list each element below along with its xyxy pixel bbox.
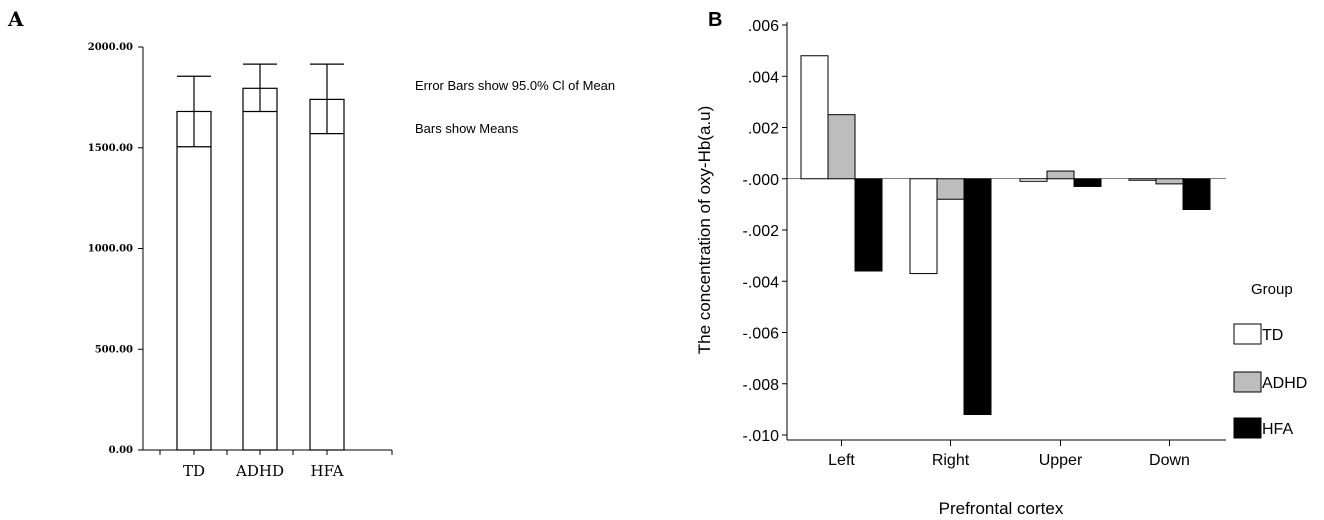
panel-b-bars [787,55,1226,415]
legend-label-hfa: HFA [1262,421,1293,438]
panel-b-y-axis-ticks: .006 .004 .002 -.000 -.002 -.004 -.006 -.008 -.0… [743,18,787,445]
panel-a-letter: A [7,7,24,31]
panel-a-error-bar [243,63,277,113]
panel-b-bar-hfa [854,178,883,272]
panel-b-chart: .006 .004 .002 -.000 -.002 -.004 -.006 -.008 -.0… [695,18,1307,518]
panel-b-bar-td [800,55,829,180]
panel-a-bar [309,98,345,451]
panel-b-y-tick-label: -.004 [743,274,780,291]
panel-b-x-tick-label: Upper [1039,452,1083,469]
legend-swatch-hfa [1233,417,1262,439]
panel-a-bar [176,110,212,451]
panel-a-annotation-bars: Bars show Means [415,121,519,136]
panel-b-x-tick-label: Right [932,452,970,469]
legend-title: Group [1251,281,1293,298]
panel-b-bar-adhd [1155,178,1184,185]
panel-a-chart: 0.00 500.00 1000.00 1500.00 2000.00 TD ADHD HF… [88,42,615,480]
panel-b-x-tick-label: Left [828,452,855,469]
panel-b-bar-td [909,178,938,275]
panel-b-x-axis-ticks: Left Right Upper Down [828,440,1190,469]
panel-a-x-axis-ticks: TD ADHD HFA [159,450,393,480]
panel-b-y-tick-label: .002 [748,121,779,138]
panel-a-x-tick-label: ADHD [235,462,284,480]
legend-swatch-adhd [1233,371,1262,393]
panel-a-y-tick-label: 500.00 [95,344,133,355]
panel-a-y-tick-label: 0.00 [109,445,133,456]
panel-b-x-axis-label: Prefrontal cortex [939,499,1064,518]
panel-b-letter: B [708,9,722,31]
panel-a-bar [242,87,278,451]
panel-b-y-tick-label: .004 [748,69,779,86]
panel-b-bar-hfa [1182,178,1211,210]
panel-a-error-bar [310,63,344,135]
legend-label-adhd: ADHD [1262,375,1307,392]
panel-a-x-tick-label: TD [183,462,205,480]
panel-b-y-tick-label: -.010 [743,428,780,445]
panel-b-bar-adhd [936,178,965,200]
panel-b-y-tick-label: -.006 [743,326,780,343]
panel-b-bar-adhd [827,114,856,180]
panel-a-annotation-error-bars: Error Bars show 95.0% Cl of Mean [415,78,615,93]
panel-b-bar-td [1019,178,1048,182]
panel-b-bar-hfa [963,178,992,415]
panel-a-y-axis-ticks: 0.00 500.00 1000.00 1500.00 2000.00 [88,42,143,456]
panel-a-error-bar [177,75,211,148]
legend-label-td: TD [1262,327,1283,344]
panel-a-x-tick-label: HFA [310,462,343,480]
panel-b-y-tick-label: -.000 [743,172,780,189]
panel-b-x-tick-label: Down [1149,452,1190,469]
panel-b-y-tick-label: -.008 [743,377,780,394]
panel-a-error-bars [177,63,344,148]
panel-b-bar-hfa [1073,178,1102,187]
panel-b-y-tick-label: .006 [748,18,779,35]
panel-a-bars [176,87,345,451]
panel-a-y-tick-label: 1500.00 [88,143,133,154]
panel-a-y-tick-label: 1000.00 [88,244,133,255]
panel-b-y-axis-label: The concentration of oxy-Hb(a.u) [695,106,714,355]
panel-b-legend: Group TD ADHD HFA [1233,281,1307,439]
panel-b-bar-adhd [1046,170,1075,180]
panel-b-y-tick-label: -.002 [743,223,780,240]
legend-swatch-td [1233,323,1262,345]
panel-a-y-tick-label: 2000.00 [88,42,133,53]
